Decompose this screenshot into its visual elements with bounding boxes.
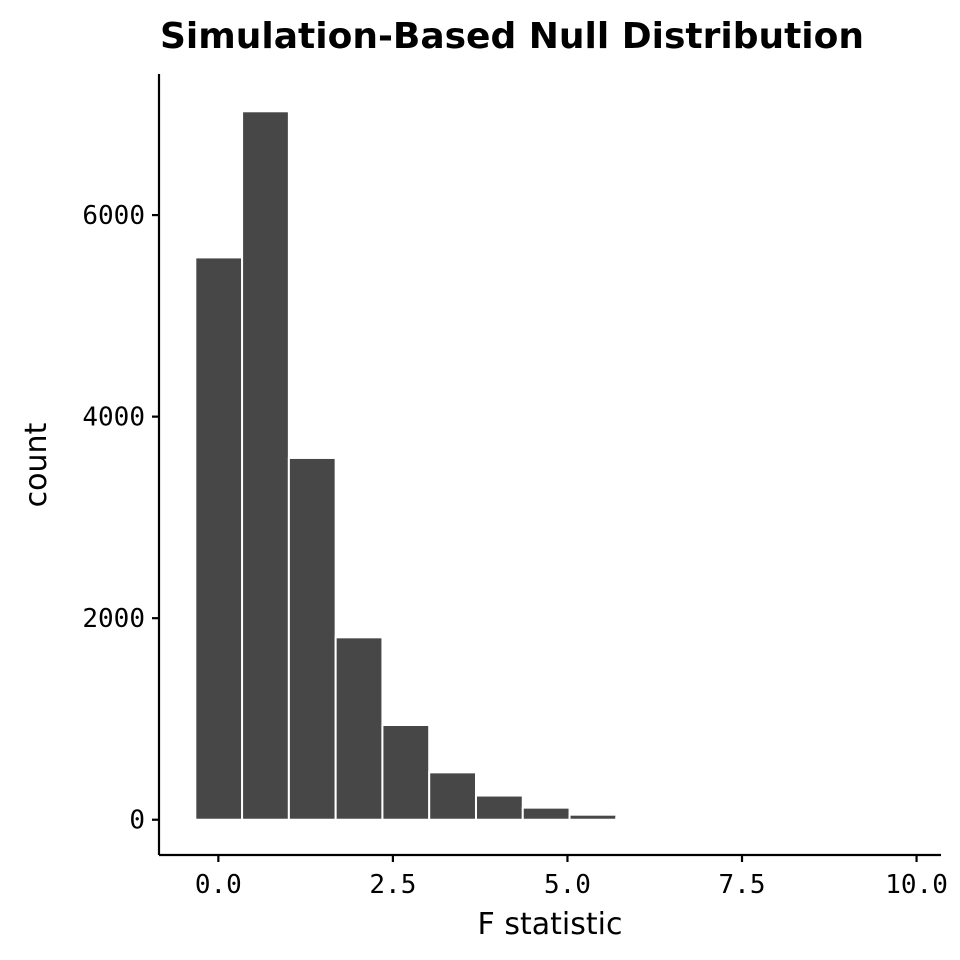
histogram-bar-6 [474,794,524,821]
histogram-bar-9 [615,817,665,821]
histogram-bar-3 [334,636,384,821]
x-axis-title: F statistic [478,907,623,942]
y-axis-title: count [19,422,54,507]
histogram-bar-1 [241,110,290,821]
x-tick-label: 2.5 [369,870,416,900]
y-tick-label: 6000 [82,201,145,231]
x-axis: 0.0 2.5 5.0 7.5 10.0 [159,853,948,900]
y-tick-label: 2000 [82,604,145,634]
y-axis: 0 2000 4000 6000 [82,74,161,855]
x-tick-label: 5.0 [544,870,591,900]
histogram-bar-7 [521,806,571,821]
histogram-bar-8 [568,813,618,821]
histogram-bar-4 [381,724,431,821]
histogram-bar-2 [287,456,337,821]
x-tick-label: 7.5 [719,870,766,900]
y-tick-label: 0 [129,806,145,836]
histogram-bar-5 [428,771,477,821]
chart-title: Simulation-Based Null Distribution [160,16,864,57]
y-tick-label: 4000 [82,403,145,433]
bars-group [194,110,665,821]
histogram-bar-0 [194,256,244,821]
x-tick-label: 0.0 [195,870,242,900]
x-tick-label: 10.0 [885,870,948,900]
